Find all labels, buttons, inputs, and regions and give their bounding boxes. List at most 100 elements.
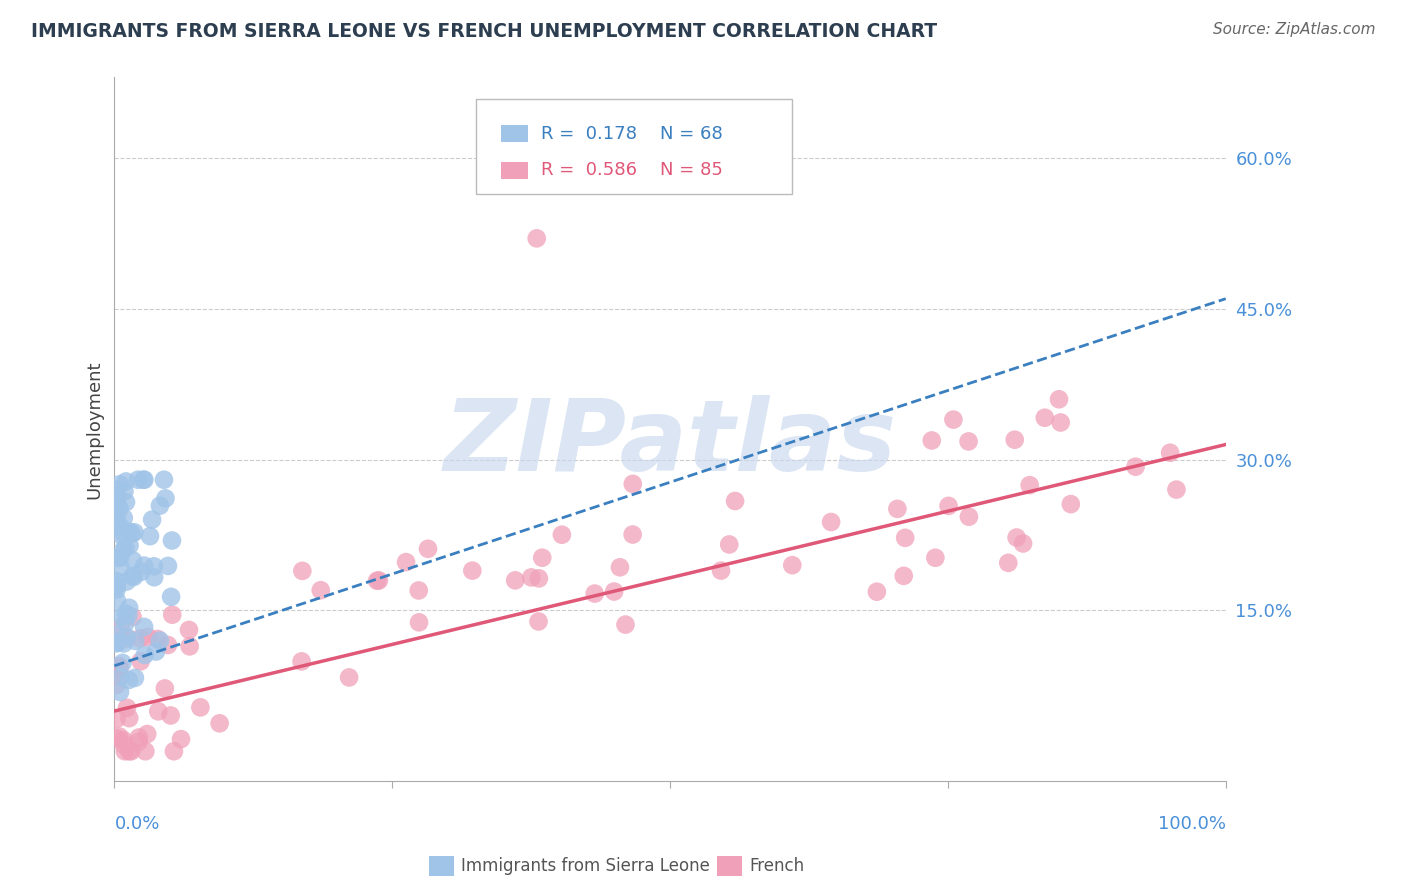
Point <box>121 569 143 583</box>
Point <box>134 744 156 758</box>
Point <box>153 473 176 487</box>
Point <box>155 491 177 506</box>
Point <box>120 744 142 758</box>
Point <box>724 494 747 508</box>
Point <box>118 539 141 553</box>
Point <box>621 476 644 491</box>
Point <box>141 513 163 527</box>
Text: French: French <box>749 857 804 875</box>
Point <box>114 615 136 630</box>
Point <box>111 656 134 670</box>
Point <box>105 582 128 597</box>
Point <box>105 578 128 592</box>
Point <box>1004 433 1026 447</box>
Point <box>160 590 183 604</box>
Point <box>551 527 574 541</box>
Point <box>129 654 152 668</box>
Point <box>128 731 150 745</box>
Text: R =  0.178    N = 68: R = 0.178 N = 68 <box>541 125 723 143</box>
Point <box>127 473 149 487</box>
Point <box>1060 497 1083 511</box>
Point <box>527 615 550 629</box>
Point <box>159 708 181 723</box>
Point <box>1018 478 1040 492</box>
Point <box>139 529 162 543</box>
Point <box>142 559 165 574</box>
Point <box>148 704 170 718</box>
Point <box>134 620 156 634</box>
Point <box>526 231 548 245</box>
Point <box>1012 536 1035 550</box>
Text: 0.0%: 0.0% <box>114 815 160 833</box>
Point <box>105 678 128 692</box>
Point <box>114 541 136 555</box>
Point <box>105 667 128 681</box>
Point <box>124 633 146 648</box>
Point <box>156 638 179 652</box>
Point <box>1005 531 1028 545</box>
Point <box>122 553 145 567</box>
Point <box>162 607 184 622</box>
Point <box>921 434 943 448</box>
Point <box>146 632 169 646</box>
Point <box>112 526 135 541</box>
Point <box>527 571 550 585</box>
Point <box>177 623 200 637</box>
Point <box>108 685 131 699</box>
Point <box>143 570 166 584</box>
Point <box>112 636 135 650</box>
Point <box>153 681 176 696</box>
Point <box>118 711 141 725</box>
Point <box>112 738 135 752</box>
Point <box>105 493 128 508</box>
Point <box>957 509 980 524</box>
Point <box>957 434 980 449</box>
Point <box>110 550 132 565</box>
Point <box>132 558 155 573</box>
FancyBboxPatch shape <box>475 98 793 194</box>
Bar <box>501 126 527 143</box>
Point <box>105 579 128 593</box>
Point <box>894 531 917 545</box>
Point <box>118 744 141 758</box>
Point <box>108 660 131 674</box>
Point <box>124 671 146 685</box>
Point <box>105 712 128 726</box>
Point <box>105 731 128 746</box>
Point <box>145 644 167 658</box>
Point <box>115 475 138 489</box>
Point <box>886 501 908 516</box>
Text: Immigrants from Sierra Leone: Immigrants from Sierra Leone <box>461 857 710 875</box>
Point <box>110 669 132 683</box>
Point <box>866 584 889 599</box>
Point <box>170 732 193 747</box>
Point <box>105 594 128 608</box>
Point <box>149 499 172 513</box>
Point <box>208 716 231 731</box>
Point <box>115 630 138 644</box>
Point <box>179 640 201 654</box>
Point <box>309 583 332 598</box>
Point <box>121 610 143 624</box>
Point <box>1125 459 1147 474</box>
Point <box>1047 392 1070 407</box>
Y-axis label: Unemployment: Unemployment <box>86 360 103 499</box>
Point <box>107 518 129 533</box>
Point <box>115 700 138 714</box>
Point <box>368 574 391 588</box>
Point <box>938 499 960 513</box>
Point <box>1049 416 1071 430</box>
Point <box>408 615 430 630</box>
Point <box>156 558 179 573</box>
Point <box>395 555 418 569</box>
Point <box>1033 410 1056 425</box>
Point <box>115 574 138 589</box>
Point <box>603 584 626 599</box>
Point <box>782 558 804 573</box>
Point <box>531 550 554 565</box>
Point <box>112 733 135 747</box>
Point <box>105 483 128 497</box>
Point <box>111 610 134 624</box>
Point <box>160 533 183 548</box>
Point <box>129 632 152 646</box>
